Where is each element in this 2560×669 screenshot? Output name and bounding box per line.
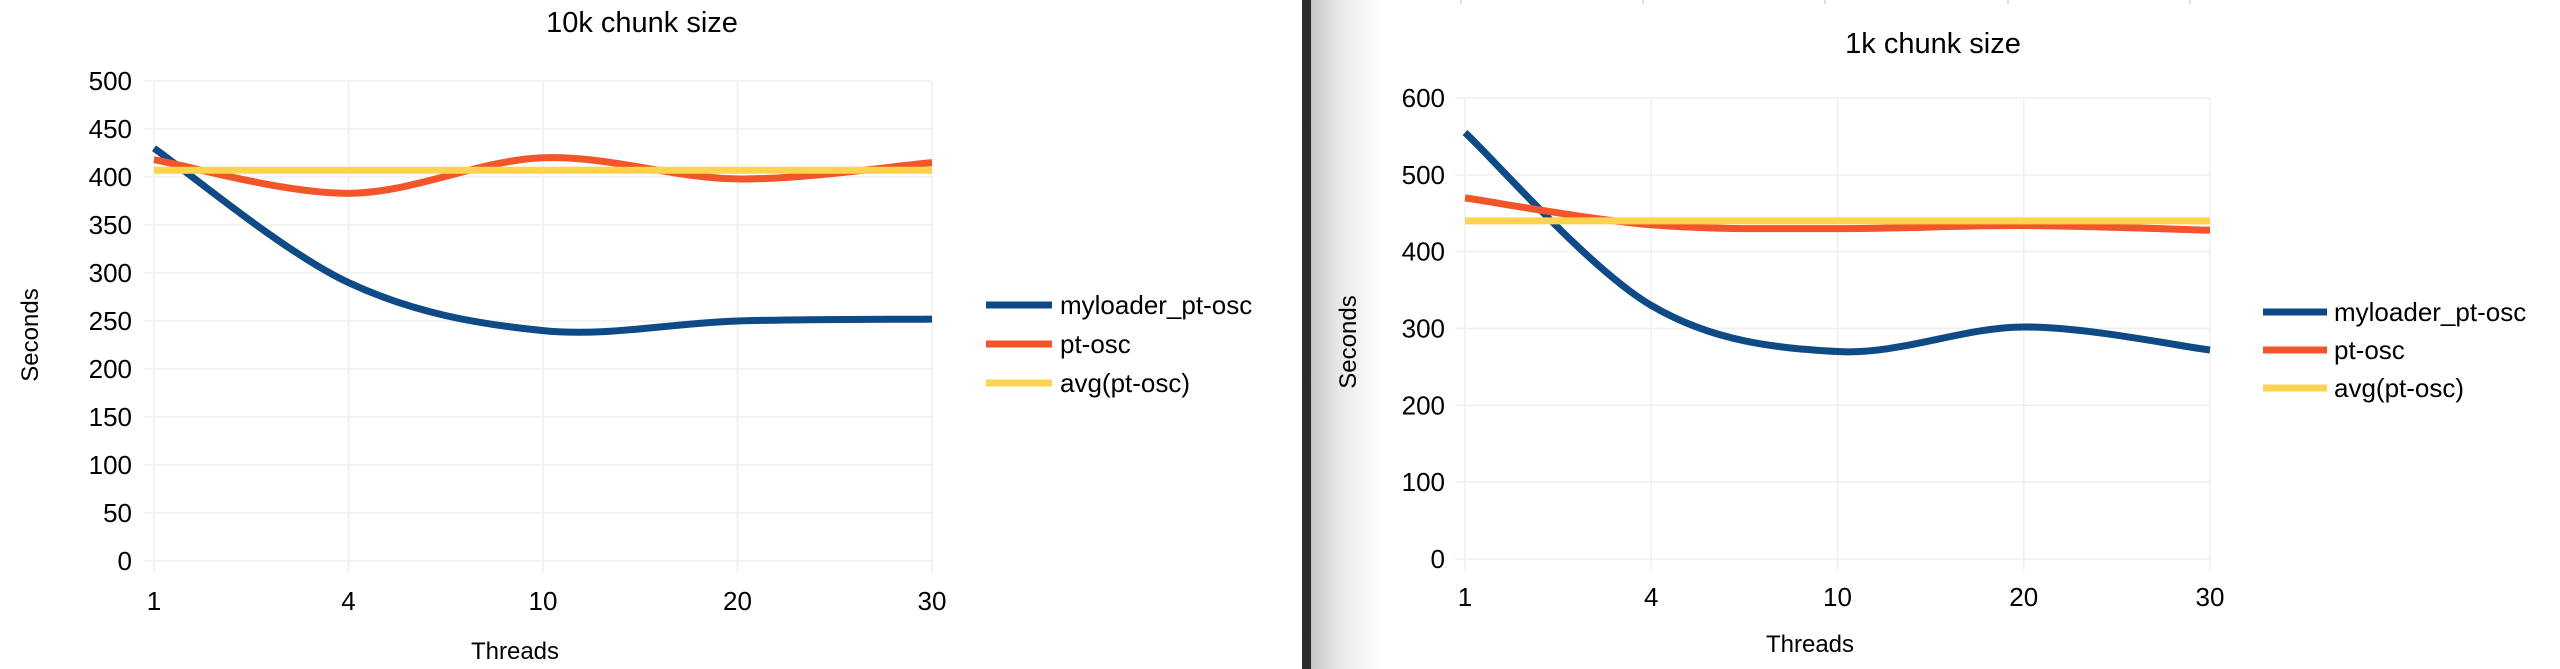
series-lines (152, 145, 933, 336)
legend-label: pt-osc (1060, 329, 1131, 359)
y-tick-label: 400 (89, 162, 132, 192)
series-lines (1462, 130, 2211, 356)
legend-item: avg(pt-osc) (986, 368, 1190, 398)
y-tick-label: 300 (1402, 314, 1445, 344)
legend-label: myloader_pt-osc (1060, 290, 1252, 320)
chart-1k-chunk-size: 1k chunk size 0 100 200 300 400 500 600 1 4 10 20… (1335, 28, 2526, 658)
x-tick-label: 10 (1823, 582, 1852, 612)
series-line-pt-osc (1464, 194, 2211, 234)
y-tick-label: 150 (89, 402, 132, 432)
y-axis-label: Seconds (17, 288, 44, 381)
chart-title: 10k chunk size (546, 7, 738, 39)
x-axis-ticks: 1 4 10 20 30 (1458, 582, 2225, 612)
y-tick-label: 100 (1402, 467, 1445, 497)
y-tick-label: 0 (118, 546, 132, 576)
chart-panel-10k (0, 0, 1302, 669)
y-tick-label: 500 (89, 66, 132, 96)
y-axis-ticks: 0 50 100 150 200 250 300 350 400 450 500 (89, 66, 132, 576)
legend: myloader_pt-osc pt-osc avg(pt-osc) (2263, 297, 2526, 403)
x-tick-label: 10 (529, 586, 558, 616)
legend-label: pt-osc (2334, 335, 2405, 365)
y-tick-label: 600 (1402, 83, 1445, 113)
legend-label: avg(pt-osc) (2334, 373, 2464, 403)
panel-divider[interactable] (1302, 0, 1311, 669)
top-tick-marks (1460, 0, 2191, 4)
x-tick-label: 1 (147, 586, 161, 616)
y-tick-label: 350 (89, 210, 132, 240)
legend-item: myloader_pt-osc (2263, 297, 2526, 327)
y-tick-label: 200 (1402, 390, 1445, 420)
chart-title: 1k chunk size (1845, 28, 2021, 60)
y-tick-label: 50 (103, 498, 132, 528)
y-tick-label: 0 (1431, 544, 1445, 574)
grid-lines (144, 80, 933, 573)
y-tick-label: 300 (89, 258, 132, 288)
y-tick-label: 100 (89, 450, 132, 480)
y-tick-label: 450 (89, 114, 132, 144)
x-tick-label: 30 (2196, 582, 2225, 612)
y-tick-label: 400 (1402, 237, 1445, 267)
y-tick-label: 250 (89, 306, 132, 336)
series-line-pt-osc (153, 154, 933, 197)
x-tick-label: 20 (723, 586, 752, 616)
chart-10k-chunk-size: 10k chunk size 0 50 100 150 200 250 300 350 400 4… (17, 7, 1252, 665)
x-axis-label: Threads (471, 638, 559, 665)
y-axis-label: Seconds (1335, 295, 1362, 388)
y-tick-label: 200 (89, 354, 132, 384)
y-axis-ticks: 0 100 200 300 400 500 600 (1402, 83, 1445, 574)
x-tick-label: 4 (1644, 582, 1658, 612)
legend-item: pt-osc (2263, 335, 2405, 365)
chart-panel-1k (1311, 0, 2560, 669)
y-tick-label: 500 (1402, 160, 1445, 190)
legend-item: avg(pt-osc) (2263, 373, 2464, 403)
legend: myloader_pt-osc pt-osc avg(pt-osc) (986, 290, 1252, 398)
legend-item: myloader_pt-osc (986, 290, 1252, 320)
grid-lines (1455, 97, 2211, 571)
x-axis-ticks: 1 4 10 20 30 (147, 586, 947, 616)
series-line-myloader-pt-osc (1462, 130, 2211, 356)
x-tick-label: 20 (2009, 582, 2038, 612)
x-tick-label: 1 (1458, 582, 1472, 612)
series-line-myloader-pt-osc (152, 145, 933, 336)
legend-label: myloader_pt-osc (2334, 297, 2526, 327)
panel-shadow (1311, 0, 1381, 669)
legend-item: pt-osc (986, 329, 1131, 359)
legend-label: avg(pt-osc) (1060, 368, 1190, 398)
x-tick-label: 30 (918, 586, 947, 616)
x-axis-label: Threads (1766, 631, 1854, 658)
x-tick-label: 4 (341, 586, 355, 616)
